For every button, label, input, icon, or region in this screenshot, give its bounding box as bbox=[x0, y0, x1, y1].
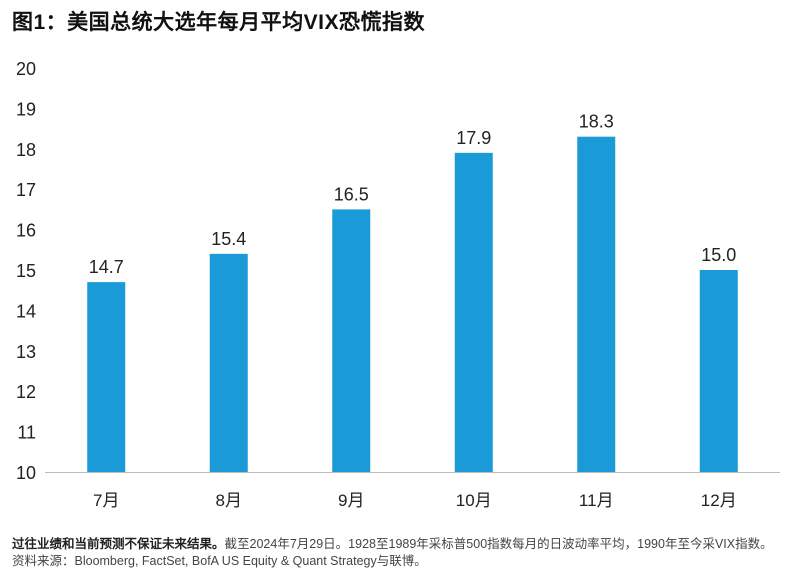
bar bbox=[209, 253, 248, 472]
footnote-source: 截至2024年7月29日。1928至1989年采标普500指数每月的日波动率平均… bbox=[12, 537, 773, 568]
x-tick-label: 12月 bbox=[701, 491, 737, 510]
data-label: 15.0 bbox=[701, 245, 736, 265]
y-tick-label: 14 bbox=[16, 301, 36, 321]
data-label: 15.4 bbox=[211, 229, 246, 249]
chart-title: 图1：美国总统大选年每月平均VIX恐慌指数 bbox=[12, 11, 426, 34]
y-tick-label: 15 bbox=[16, 261, 36, 281]
y-tick-label: 12 bbox=[16, 382, 36, 402]
y-tick-label: 16 bbox=[16, 221, 36, 241]
bar bbox=[577, 136, 616, 472]
data-label: 18.3 bbox=[579, 112, 614, 132]
bar bbox=[454, 152, 493, 472]
y-tick-label: 20 bbox=[16, 59, 36, 79]
y-tick-label: 11 bbox=[17, 423, 36, 443]
bar bbox=[87, 282, 126, 472]
y-tick-label: 18 bbox=[16, 140, 36, 160]
y-tick-label: 17 bbox=[16, 180, 36, 200]
x-tick-label: 11月 bbox=[579, 491, 614, 510]
bar bbox=[332, 209, 371, 472]
data-label: 17.9 bbox=[456, 128, 491, 148]
footnote: 过往业绩和当前预测不保证未来结果。截至2024年7月29日。1928至1989年… bbox=[12, 536, 782, 570]
y-tick-label: 13 bbox=[16, 342, 36, 362]
y-tick-label: 10 bbox=[16, 463, 36, 483]
x-tick-label: 10月 bbox=[456, 491, 492, 510]
data-label: 14.7 bbox=[89, 257, 124, 277]
x-tick-label: 9月 bbox=[338, 491, 364, 510]
y-tick-label: 19 bbox=[16, 99, 36, 119]
data-label: 16.5 bbox=[334, 184, 369, 204]
footnote-disclaimer: 过往业绩和当前预测不保证未来结果。 bbox=[12, 537, 225, 551]
x-tick-label: 7月 bbox=[93, 491, 119, 510]
bar bbox=[699, 270, 738, 472]
x-tick-label: 8月 bbox=[216, 491, 242, 510]
